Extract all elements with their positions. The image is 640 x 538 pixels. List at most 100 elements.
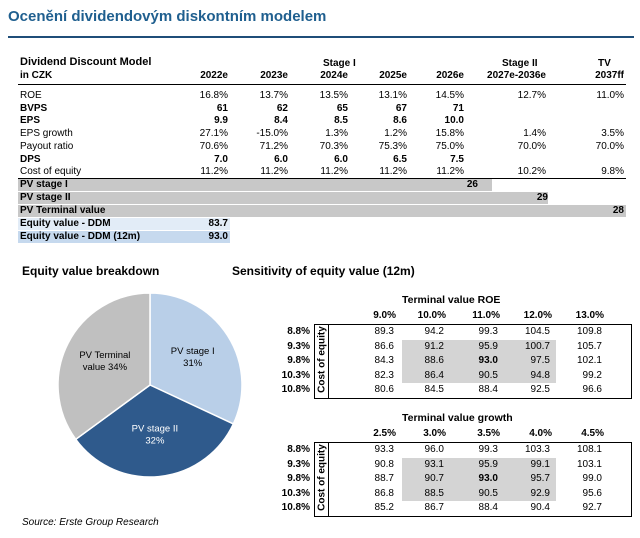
sensitivity-cell: 96.0 — [424, 444, 444, 455]
sensitivity-cell: 99.3 — [478, 444, 498, 455]
sensitivity-cell: 108.1 — [576, 444, 602, 455]
sensitivity-cell: 90.5 — [478, 369, 498, 381]
table-cell: 8.5 — [334, 115, 348, 127]
table-cell: 6.5 — [393, 153, 407, 165]
pie-slice — [57, 292, 151, 441]
sensitivity-cell: 88.4 — [478, 502, 498, 513]
sensitivity-col-header: 10.0% — [417, 310, 446, 321]
table-cell: 10.0 — [444, 115, 464, 127]
sensitivity-cell: 84.5 — [424, 384, 444, 395]
row-label: Payout ratio — [20, 140, 74, 152]
source-note: Source: Erste Group Research — [22, 517, 159, 528]
sensitivity-cell: 88.4 — [478, 384, 498, 395]
row-label: Cost of equity — [20, 166, 82, 178]
column-header: 2037ff — [595, 70, 624, 81]
header-rule — [18, 84, 626, 85]
table-cell: 65 — [336, 102, 348, 114]
sensitivity-cell: 99.1 — [530, 458, 550, 470]
cost-of-equity-label: Cost of equity — [316, 326, 328, 394]
equity-ddm12-box — [18, 231, 230, 243]
sensitivity-cell: 94.2 — [424, 326, 444, 337]
pv-stage1-row: PV stage I 26 — [18, 179, 626, 191]
row-label: DPS — [20, 153, 41, 165]
table-name: Dividend Discount Model — [20, 56, 152, 68]
pv-tv-label: PV Terminal value — [20, 205, 106, 216]
table-cell: 1.2% — [384, 128, 407, 140]
table-cell: 7.0 — [214, 153, 228, 165]
table-cell: 70.0% — [595, 140, 624, 152]
sensitivity-col-header: 3.5% — [477, 428, 500, 439]
table-cell: 8.6 — [393, 115, 407, 127]
sensitivity-cell: 103.1 — [576, 458, 602, 470]
equity-ddm12-row: Equity value - DDM (12m) 93.0 — [18, 231, 626, 243]
table-cell: 6.0 — [274, 153, 288, 165]
sensitivity-cell: 94.8 — [530, 369, 550, 381]
sensitivity-cell: 88.7 — [374, 473, 394, 484]
table-cell: 11.2% — [200, 166, 228, 178]
table-cell: 8.4 — [274, 115, 288, 127]
sensitivity-cell: 95.9 — [478, 458, 498, 470]
pv-tv-value: 28 — [612, 205, 624, 216]
pie-label: PV stage I — [171, 346, 215, 357]
table-cell: 70.3% — [319, 140, 348, 152]
table-cell: 11.2% — [436, 166, 464, 178]
cost-of-equity-axis — [314, 324, 329, 399]
sensitivity-cell: 99.0 — [582, 473, 602, 484]
title-divider — [8, 36, 634, 38]
sensitivity-cell: 90.7 — [424, 473, 444, 484]
row-label: ROE — [20, 90, 42, 101]
pie-label: 31% — [183, 358, 203, 369]
table-row: Cost of equity 11.2% 11.2% 11.2% 11.2% 11.2% 1… — [18, 166, 626, 178]
sensitivity-shade — [402, 457, 556, 501]
table-cell: 75.0% — [435, 140, 464, 152]
sensitivity-cell: 92.7 — [582, 502, 602, 513]
sensitivity-cell: 95.7 — [530, 473, 550, 484]
sensitivity-heading: Sensitivity of equity value (12m) — [232, 264, 415, 278]
sensitivity-cell: 88.5 — [424, 487, 444, 499]
pv-tv-bar — [18, 205, 626, 217]
table-cell: 13.5% — [319, 90, 348, 101]
sensitivity-cell: 92.5 — [530, 384, 550, 395]
row-label: EPS growth — [20, 128, 73, 140]
sensitivity-title: Terminal value growth — [402, 412, 513, 424]
sensitivity-cell: 91.2 — [424, 340, 444, 352]
column-header: 2025e — [379, 70, 407, 81]
equity-ddm-box — [18, 218, 230, 230]
pv-stage2-label: PV stage II — [20, 192, 71, 203]
table-row: BVPS 61 62 65 67 71 — [18, 103, 626, 115]
column-header: 2023e — [260, 70, 288, 81]
column-header: 2022e — [200, 70, 228, 81]
table-cell: 71 — [452, 102, 464, 114]
sensitivity-row-header: 9.3% — [287, 340, 310, 352]
sensitivity-row-header: 10.3% — [281, 369, 310, 381]
sensitivity-col-header: 2.5% — [373, 428, 396, 439]
sensitivity-row-header: 9.8% — [287, 355, 310, 366]
page-title: Ocenění dividendovým diskontním modelem — [8, 8, 327, 25]
sensitivity-cell: 93.0 — [478, 473, 498, 484]
pie-label: PV Terminal — [79, 350, 130, 361]
sensitivity-cell: 99.3 — [478, 326, 498, 337]
sensitivity-cell: 85.2 — [374, 502, 394, 513]
table-row: Payout ratio 70.6% 71.2% 70.3% 75.3% 75.0% 70.… — [18, 141, 626, 153]
sensitivity-cell: 103.3 — [524, 444, 550, 455]
table-cell: 70.0% — [517, 140, 546, 152]
sensitivity-col-header: 11.0% — [472, 310, 500, 321]
sensitivity-growth-table: Terminal value growth 2.5% 3.0% 3.5% 4.0% 4.5… — [262, 412, 634, 522]
tv-header: TV — [598, 58, 611, 69]
table-cell: 70.6% — [199, 140, 228, 152]
sensitivity-roe-table: Terminal value ROE 9.0% 10.0% 11.0% 12.0% 13.… — [262, 294, 634, 404]
pie-slice — [149, 292, 243, 425]
column-header: 2024e — [320, 70, 348, 81]
sensitivity-cell: 100.7 — [524, 340, 550, 352]
sensitivity-cell: 96.6 — [582, 384, 602, 395]
equity-ddm12-value: 93.0 — [208, 231, 228, 242]
sensitivity-cell: 86.7 — [424, 502, 444, 513]
stage2-header: Stage II — [502, 58, 538, 69]
sensitivity-row-header: 9.3% — [287, 458, 310, 470]
sensitivity-col-header: 3.0% — [423, 428, 446, 439]
sensitivity-cell: 88.6 — [424, 355, 444, 366]
table-cell: 1.3% — [325, 128, 348, 140]
column-header: 2026e — [436, 70, 464, 81]
sensitivity-row-header: 9.8% — [287, 473, 310, 484]
sensitivity-cell: 99.2 — [582, 369, 602, 381]
